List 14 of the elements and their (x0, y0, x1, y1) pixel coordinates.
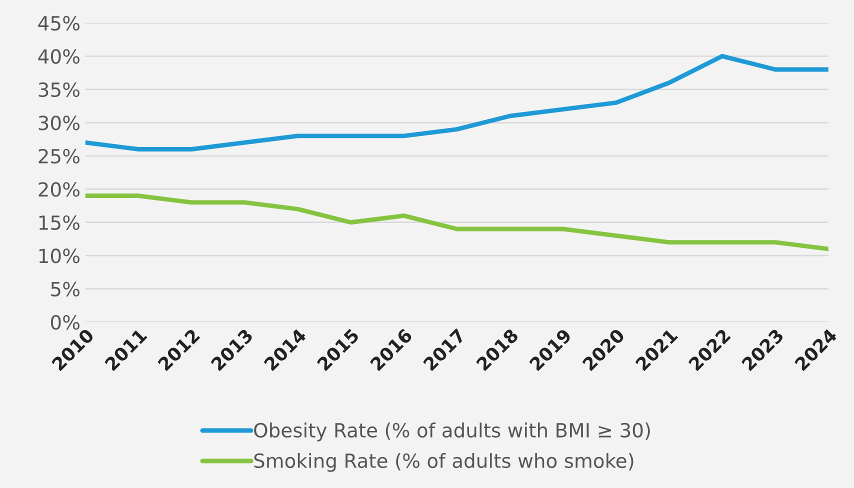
y-tick-label: 45% (38, 16, 80, 31)
y-tick-label: 5% (51, 282, 80, 297)
y-tick-label: 25% (38, 148, 80, 164)
y-tick-label: 40% (38, 49, 80, 64)
y-tick-label: 15% (39, 215, 80, 230)
y-tick-label: 10% (39, 248, 80, 264)
y-tick-label: 20% (38, 182, 80, 197)
line-series (85, 54, 828, 152)
legend-label: Smoking Rate (% of adults who smoke) (254, 453, 634, 472)
y-tick-label: 35% (38, 82, 80, 98)
y-tick-label: 30% (38, 116, 80, 130)
y-tick-label: 0% (50, 315, 80, 330)
legend-label: Obesity Rate (% of adults with BMI ≥ 30) (254, 422, 650, 442)
line-series (85, 194, 828, 252)
